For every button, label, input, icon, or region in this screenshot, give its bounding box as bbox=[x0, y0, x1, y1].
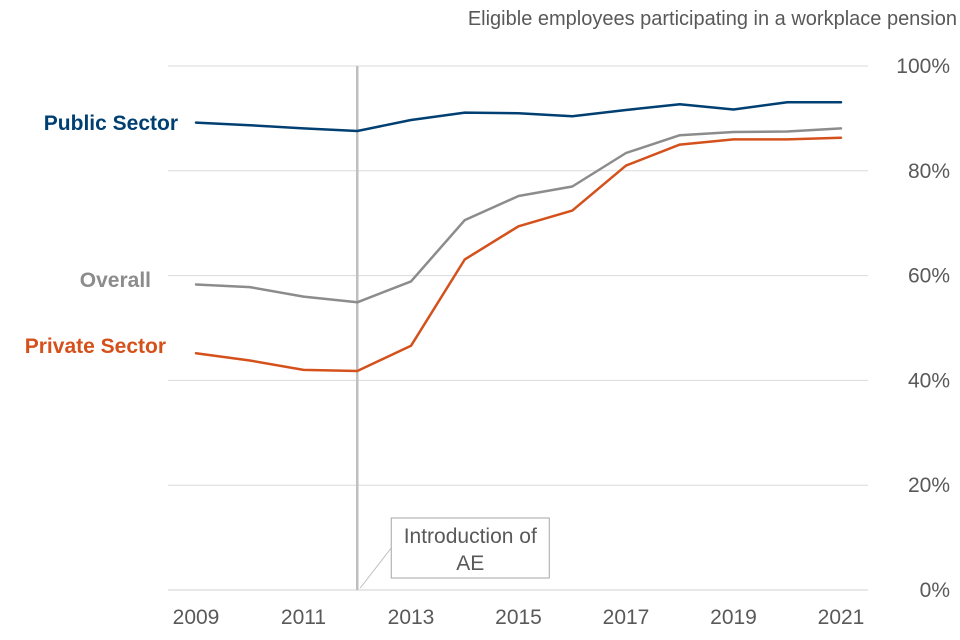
y-tick-label: 60% bbox=[908, 265, 950, 288]
x-tick-label: 2013 bbox=[388, 606, 435, 629]
x-tick-label: 2017 bbox=[603, 606, 650, 629]
chart-title: Eligible employees participating in a wo… bbox=[468, 8, 957, 30]
series-line-private-sector bbox=[194, 136, 843, 373]
x-tick-label: 2021 bbox=[818, 606, 865, 629]
x-tick-label: 2009 bbox=[173, 606, 220, 629]
annotation-group: Introduction of AE bbox=[356, 66, 550, 590]
y-tick-label: 40% bbox=[908, 369, 950, 392]
annotation-box bbox=[390, 517, 550, 579]
series-label-private-sector: Private Sector bbox=[25, 335, 166, 358]
series-line-overall bbox=[194, 127, 843, 304]
annotation-leader-line bbox=[359, 547, 392, 589]
series-labels: Public Sector Overall Private Sector bbox=[25, 112, 178, 358]
series-lines bbox=[194, 100, 843, 373]
annotation-text-line1: Introduction of bbox=[404, 525, 537, 548]
y-axis-ticks: 100% 80% 60% 40% 20% 0% bbox=[896, 55, 950, 602]
x-tick-label: 2019 bbox=[710, 606, 757, 629]
y-tick-label: 20% bbox=[908, 474, 950, 497]
y-tick-label: 80% bbox=[908, 160, 950, 183]
x-tick-label: 2011 bbox=[281, 606, 326, 629]
y-tick-label: 0% bbox=[920, 579, 950, 602]
x-tick-label: 2015 bbox=[495, 606, 542, 629]
y-tick-label: 100% bbox=[896, 55, 950, 78]
gridlines bbox=[168, 65, 868, 591]
x-axis-ticks: 2009 2011 2013 2015 2017 2019 2021 bbox=[173, 606, 865, 629]
series-label-overall: Overall bbox=[80, 269, 151, 292]
series-line-public-sector bbox=[194, 100, 843, 133]
annotation-text-line2: AE bbox=[456, 552, 484, 575]
series-label-public-sector: Public Sector bbox=[44, 112, 178, 135]
